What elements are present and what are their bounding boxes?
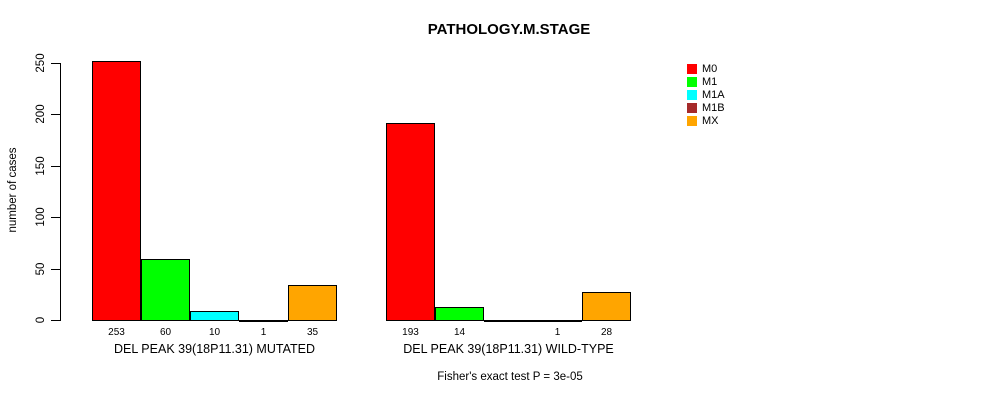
bar-value-label-m0-wild-type: 193 — [402, 327, 419, 338]
y-axis-tick-label: 150 — [35, 156, 47, 176]
group-label-mutated: DEL PEAK 39(18P11.31) MUTATED — [113, 342, 315, 356]
group-label-wild-type: DEL PEAK 39(18P11.31) WILD-TYPE — [403, 342, 614, 356]
y-axis-tick-label: 50 — [35, 262, 47, 275]
legend-swatch-m0 — [687, 64, 697, 75]
y-axis-tick — [51, 114, 60, 116]
y-axis-tick — [51, 268, 60, 270]
bar-m1a-wild-type — [484, 320, 533, 322]
fisher-test-annotation: Fisher's exact test P = 3e-05 — [437, 371, 583, 383]
bar-m1-wild-type — [435, 307, 484, 321]
legend-swatch-m1a — [687, 90, 697, 101]
y-axis-tick-label: 100 — [35, 207, 47, 227]
bar-value-label-mx-wild-type: 28 — [600, 327, 613, 338]
chart-title: PATHOLOGY.M.STAGE — [427, 21, 591, 38]
y-axis-tick-label: 250 — [35, 53, 47, 73]
legend-item-m1a: M1A — [687, 89, 725, 102]
y-axis-tick-label: 200 — [35, 104, 47, 124]
bar-value-label-m1b-wild-type: 1 — [554, 327, 561, 338]
legend-label-m0: M0 — [702, 62, 718, 75]
legend-label-m1a: M1A — [702, 88, 725, 101]
legend-label-mx: MX — [702, 114, 719, 127]
legend-label-m1b: M1B — [702, 101, 725, 114]
y-axis-tick-label: 0 — [35, 316, 47, 324]
legend-label-m1: M1 — [702, 75, 718, 88]
bar-m1b-mutated — [239, 320, 288, 322]
y-axis-tick — [51, 165, 60, 167]
y-axis-label: number of cases — [7, 147, 19, 233]
y-axis-line — [60, 63, 61, 321]
bar-mx-mutated — [288, 285, 337, 321]
bar-value-label-m1b-mutated: 1 — [260, 327, 267, 338]
bar-m0-wild-type — [386, 123, 435, 321]
legend-item-m1: M1 — [687, 76, 725, 89]
y-axis-tick — [51, 217, 60, 219]
y-axis-tick — [51, 63, 60, 64]
bar-m0-mutated — [92, 61, 141, 321]
bar-value-label-m0-mutated: 253 — [108, 327, 125, 338]
bar-value-label-m1-wild-type: 14 — [453, 327, 466, 338]
legend: M0 M1 M1A M1B MX — [687, 63, 725, 127]
bar-value-label-mx-mutated: 35 — [306, 327, 319, 338]
legend-swatch-mx — [687, 116, 697, 126]
bar-m1a-mutated — [190, 311, 239, 321]
bar-mx-wild-type — [582, 292, 631, 321]
bar-m1b-wild-type — [533, 320, 582, 322]
bar-value-label-m1-mutated: 60 — [159, 327, 172, 338]
y-axis-tick — [51, 320, 60, 321]
legend-item-m1b: M1B — [687, 102, 725, 115]
legend-item-mx: MX — [687, 115, 725, 128]
legend-item-m0: M0 — [687, 63, 725, 76]
bar-m1-mutated — [141, 259, 190, 321]
bar-value-label-m1a-mutated: 10 — [208, 327, 221, 338]
legend-swatch-m1 — [687, 77, 697, 88]
legend-swatch-m1b — [687, 103, 697, 114]
